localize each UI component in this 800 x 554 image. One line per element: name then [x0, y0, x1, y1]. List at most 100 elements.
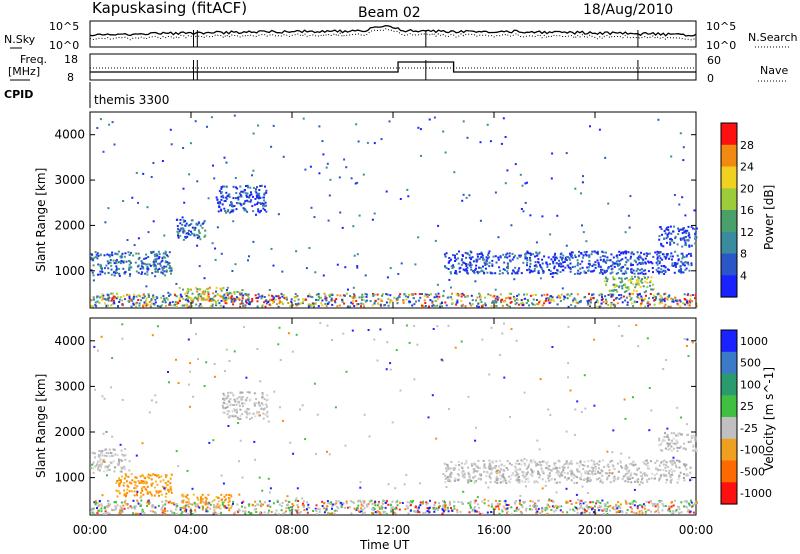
scatter-cell-speckle	[428, 118, 431, 121]
scatter-cell-speckle	[119, 443, 122, 446]
scatter-cell-near-range	[239, 292, 241, 295]
scatter-cell-band-5	[667, 436, 670, 439]
scatter-cell-speckle	[394, 487, 397, 490]
scatter-cell-speckle	[252, 240, 255, 243]
scatter-cell-band-4	[507, 272, 509, 275]
scatter-cell-speckle	[420, 154, 422, 157]
scatter-cell-band-4	[663, 475, 666, 477]
scatter-cell-band-3	[262, 412, 265, 415]
scatter-cell-near-range	[612, 505, 615, 508]
scatter-cell-near-range	[678, 511, 681, 514]
scatter-cell-band-3	[266, 405, 268, 408]
scatter-cell-near-range	[474, 509, 477, 512]
scatter-cell-band-1	[140, 495, 143, 498]
scatter-cell-band-4	[463, 473, 466, 476]
scatter-cell-band-4	[576, 264, 579, 267]
noise-panel-frame	[89, 20, 697, 48]
scatter-cell-band-4	[534, 461, 537, 464]
scatter-cell-speckle	[441, 359, 444, 362]
scatter-cell-near-range	[508, 297, 511, 300]
scatter-cell-band-1	[155, 491, 158, 494]
scatter-cell-near-range	[529, 500, 532, 503]
scatter-cell-band-4	[553, 257, 556, 260]
colorbar-tick-label: -500	[740, 465, 765, 478]
scatter-cell-band-3	[246, 413, 249, 416]
scatter-cell-near-range	[366, 505, 369, 508]
scatter-cell-speckle	[121, 323, 124, 326]
scatter-cell-band-4	[670, 462, 673, 465]
scatter-cell-band-0	[154, 255, 157, 258]
scatter-cell-band-6	[673, 225, 675, 228]
x-tick-label: 04:00	[174, 523, 209, 537]
scatter-cell-band-3	[224, 407, 227, 409]
scatter-cell-near-range	[544, 299, 547, 302]
scatter-cell-band-4	[655, 268, 658, 271]
scatter-cell-band-4	[473, 469, 476, 472]
scatter-cell-speckle	[598, 467, 600, 470]
scatter-cell-near-range	[240, 302, 243, 305]
scatter-cell-near-range	[552, 501, 555, 503]
scatter-cell-speckle	[167, 291, 170, 294]
scatter-cell-near-range	[447, 296, 450, 299]
scatter-cell-speckle	[329, 178, 332, 181]
scatter-cell-speckle	[234, 263, 237, 266]
scatter-cell-near-range	[428, 511, 431, 514]
scatter-cell-band-5	[642, 285, 645, 288]
scatter-cell-band-1	[160, 475, 163, 478]
scatter-cell-band-4	[454, 254, 456, 257]
scatter-cell-band-4	[466, 266, 469, 269]
scatter-cell-band-2	[205, 500, 208, 502]
scatter-cell-near-range	[321, 505, 324, 507]
scatter-cell-band-5	[689, 441, 692, 443]
scatter-cell-band-2	[237, 196, 239, 199]
scatter-cell-near-range	[330, 293, 333, 296]
scatter-cell-near-range	[686, 302, 689, 305]
scatter-cell-band-1	[156, 483, 159, 486]
scatter-cell-band-4	[660, 461, 663, 464]
scatter-cell-band-4	[526, 459, 528, 462]
scatter-cell-speckle	[213, 363, 216, 365]
scatter-cell-band-0	[97, 254, 100, 257]
scatter-cell-band-4	[535, 480, 538, 483]
scatter-cell-band-1	[139, 475, 142, 478]
scatter-cell-band-3	[209, 286, 211, 289]
scatter-cell-near-range	[607, 294, 610, 296]
scatter-cell-near-range	[286, 298, 288, 301]
scatter-cell-band-6	[679, 237, 682, 240]
scatter-cell-near-range	[612, 293, 615, 296]
scatter-cell-band-4	[643, 253, 646, 256]
scatter-cell-band-4	[517, 269, 520, 272]
scatter-cell-speckle	[359, 481, 362, 484]
scatter-cell-near-range	[104, 302, 106, 305]
scatter-cell-band-4	[517, 479, 520, 481]
scatter-cell-band-2	[180, 494, 183, 497]
scatter-cell-near-range	[602, 509, 605, 512]
scatter-cell-band-5	[643, 275, 646, 278]
scatter-cell-band-4	[447, 479, 450, 481]
scatter-cell-band-2	[247, 200, 250, 203]
scatter-cell-near-range	[157, 505, 160, 507]
scatter-cell-near-range	[285, 507, 288, 509]
scatter-cell-near-range	[251, 504, 254, 507]
scatter-cell-near-range	[379, 512, 382, 515]
scatter-cell-near-range	[331, 507, 333, 510]
scatter-cell-band-4	[528, 268, 531, 271]
scatter-cell-band-3	[221, 404, 224, 407]
scatter-cell-near-range	[434, 293, 437, 296]
scatter-cell-near-range	[200, 305, 203, 308]
scatter-cell-near-range	[283, 296, 286, 299]
scatter-cell-near-range	[233, 511, 236, 514]
scatter-cell-speckle	[208, 441, 211, 444]
scatter-cell-near-range	[443, 510, 445, 513]
scatter-cell-band-4	[547, 256, 550, 259]
scatter-cell-band-4	[656, 256, 659, 259]
scatter-cell-band-4	[531, 474, 534, 477]
scatter-cell-band-4	[621, 258, 624, 261]
scatter-cell-band-0	[115, 271, 117, 274]
scatter-cell-near-range	[344, 506, 346, 509]
scatter-cell-band-3	[235, 408, 238, 411]
scatter-cell-near-range	[92, 507, 95, 510]
scatter-cell-band-2	[246, 210, 249, 213]
